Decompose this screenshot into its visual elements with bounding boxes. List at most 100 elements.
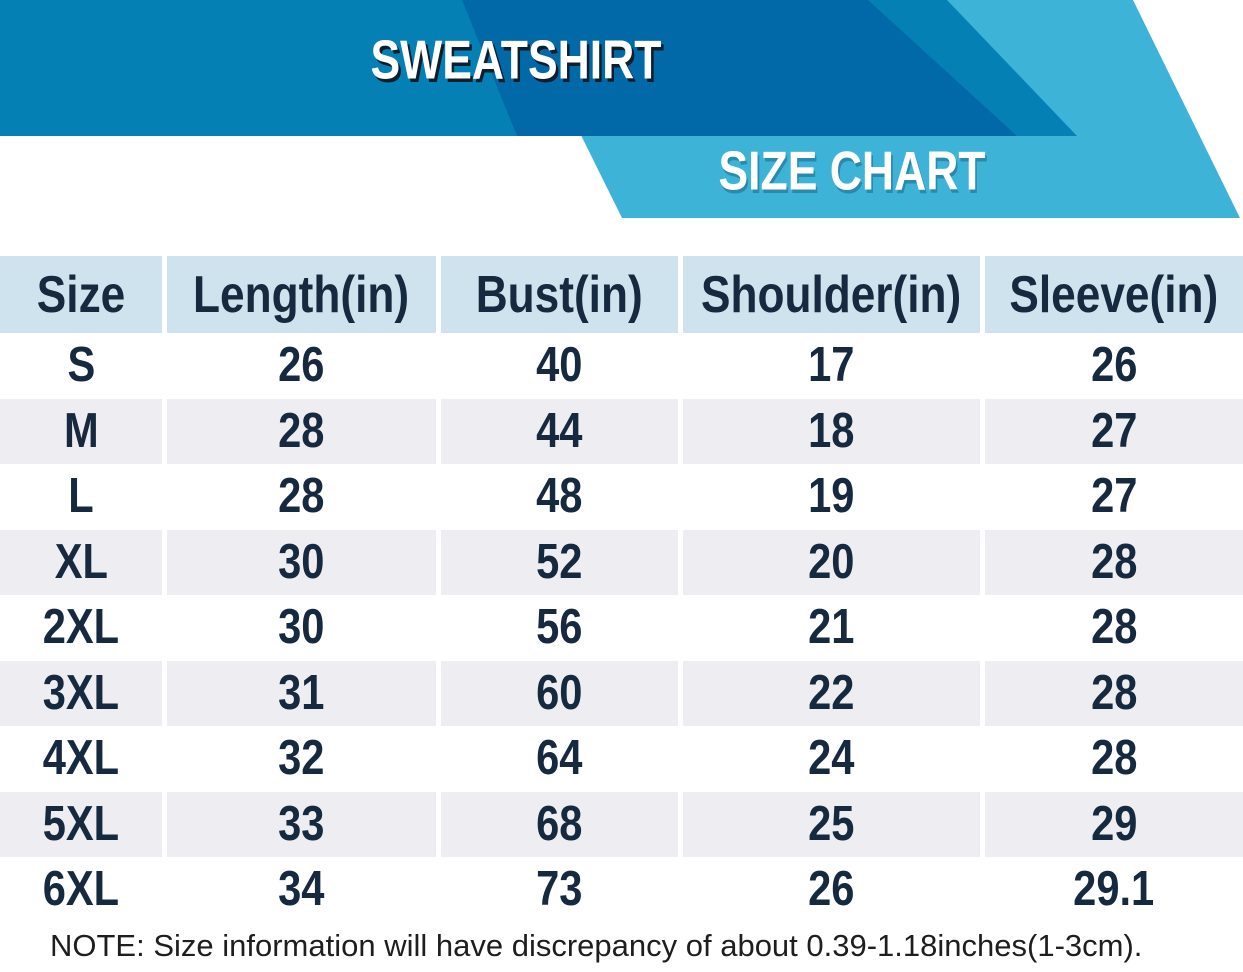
- measurement-cell: 56: [441, 595, 678, 661]
- measurement-value: 60: [536, 665, 583, 720]
- measurement-cell: 34: [167, 857, 436, 923]
- measurement-value: 68: [536, 796, 583, 851]
- column-header-label: Length(in): [193, 265, 410, 324]
- measurement-value: 22: [808, 665, 855, 720]
- column-header-label: Sleeve(in): [1009, 265, 1219, 324]
- measurement-value: 28: [1090, 731, 1138, 786]
- measurement-cell: 27: [985, 464, 1243, 530]
- measurement-value: 25: [808, 796, 855, 851]
- measurement-value: 30: [278, 534, 325, 589]
- measurement-value: 17: [808, 338, 855, 393]
- measurement-cell: 33: [167, 791, 436, 857]
- size-label-cell-6xl: 6XL: [0, 857, 162, 923]
- measurement-value: 20: [808, 534, 855, 589]
- size-label-cell-m: M: [0, 398, 162, 464]
- measurement-cell: 18: [683, 398, 980, 464]
- size-label-cell-5xl: 5XL: [0, 791, 162, 857]
- measurement-value: 28: [1090, 534, 1138, 589]
- size-label: 2XL: [42, 600, 120, 655]
- measurement-value: 64: [536, 731, 583, 786]
- measurement-cell: 26: [683, 857, 980, 923]
- measurement-value: 52: [536, 534, 583, 589]
- measurement-value: 30: [278, 600, 325, 655]
- measurement-value: 26: [278, 338, 325, 393]
- measurement-value: 27: [1090, 469, 1138, 524]
- measurement-cell: 26: [985, 333, 1243, 399]
- measurement-value: 40: [536, 338, 583, 393]
- measurement-value: 28: [278, 469, 325, 524]
- measurement-value: 28: [278, 403, 325, 458]
- size-note: NOTE: Size information will have discrep…: [50, 927, 1143, 963]
- size-label: L: [68, 469, 94, 524]
- measurement-value: 19: [808, 469, 855, 524]
- measurement-cell: 22: [683, 660, 980, 726]
- measurement-cell: 25: [683, 791, 980, 857]
- measurement-cell: 30: [167, 529, 436, 595]
- measurement-cell: 64: [441, 726, 678, 792]
- size-chart-title: SIZE CHART: [718, 140, 986, 203]
- measurement-value: 31: [278, 665, 325, 720]
- measurement-cell: 28: [985, 595, 1243, 661]
- measurement-cell: 28: [985, 529, 1243, 595]
- measurement-value: 29: [1090, 796, 1138, 851]
- measurement-cell: 28: [167, 398, 436, 464]
- measurement-cell: 29.1: [985, 857, 1243, 923]
- column-header-size: Size: [0, 256, 162, 333]
- size-table: Size Length(in) Bust(in) Shoulder(in) Sleeve…: [0, 256, 1243, 923]
- size-label-cell-l: L: [0, 464, 162, 530]
- measurement-cell: 28: [985, 660, 1243, 726]
- column-header-label: Bust(in): [476, 265, 643, 324]
- measurement-value: 34: [278, 862, 325, 917]
- measurement-cell: 40: [441, 333, 678, 399]
- measurement-value: 48: [536, 469, 583, 524]
- size-label: 6XL: [42, 862, 120, 917]
- measurement-value: 28: [1090, 665, 1138, 720]
- size-label: 3XL: [42, 665, 120, 720]
- column-header-sleevein: Sleeve(in): [985, 256, 1243, 333]
- measurement-cell: 31: [167, 660, 436, 726]
- measurement-cell: 44: [441, 398, 678, 464]
- size-label-cell-4xl: 4XL: [0, 726, 162, 792]
- size-label: XL: [54, 534, 108, 589]
- measurement-value: 26: [808, 862, 855, 917]
- measurement-cell: 52: [441, 529, 678, 595]
- measurement-cell: 26: [167, 333, 436, 399]
- measurement-value: 33: [278, 796, 325, 851]
- measurement-cell: 17: [683, 333, 980, 399]
- size-label-cell-3xl: 3XL: [0, 660, 162, 726]
- measurement-value: 73: [536, 862, 583, 917]
- measurement-cell: 30: [167, 595, 436, 661]
- column-header-bustin: Bust(in): [441, 256, 678, 333]
- measurement-value: 24: [808, 731, 855, 786]
- measurement-value: 21: [808, 600, 855, 655]
- measurement-cell: 60: [441, 660, 678, 726]
- column-header-shoulderin: Shoulder(in): [683, 256, 980, 333]
- measurement-value: 28: [1090, 600, 1138, 655]
- measurement-cell: 32: [167, 726, 436, 792]
- measurement-cell: 19: [683, 464, 980, 530]
- measurement-cell: 28: [985, 726, 1243, 792]
- measurement-value: 32: [278, 731, 325, 786]
- measurement-cell: 20: [683, 529, 980, 595]
- measurement-cell: 24: [683, 726, 980, 792]
- product-title: SWEATSHIRT: [370, 29, 662, 92]
- measurement-cell: 48: [441, 464, 678, 530]
- size-label-cell-xl: XL: [0, 529, 162, 595]
- measurement-value: 56: [536, 600, 583, 655]
- measurement-cell: 73: [441, 857, 678, 923]
- measurement-cell: 29: [985, 791, 1243, 857]
- size-label: 4XL: [42, 731, 120, 786]
- column-header-label: Shoulder(in): [701, 265, 962, 324]
- measurement-cell: 68: [441, 791, 678, 857]
- measurement-cell: 21: [683, 595, 980, 661]
- measurement-value: 26: [1090, 338, 1138, 393]
- measurement-value: 44: [536, 403, 583, 458]
- size-label: M: [63, 403, 99, 458]
- measurement-value: 18: [808, 403, 855, 458]
- measurement-cell: 27: [985, 398, 1243, 464]
- size-label: 5XL: [42, 796, 120, 851]
- header-banner: SWEATSHIRT SIZE CHART: [0, 0, 1243, 218]
- measurement-value: 27: [1090, 403, 1138, 458]
- column-header-lengthin: Length(in): [167, 256, 436, 333]
- measurement-cell: 28: [167, 464, 436, 530]
